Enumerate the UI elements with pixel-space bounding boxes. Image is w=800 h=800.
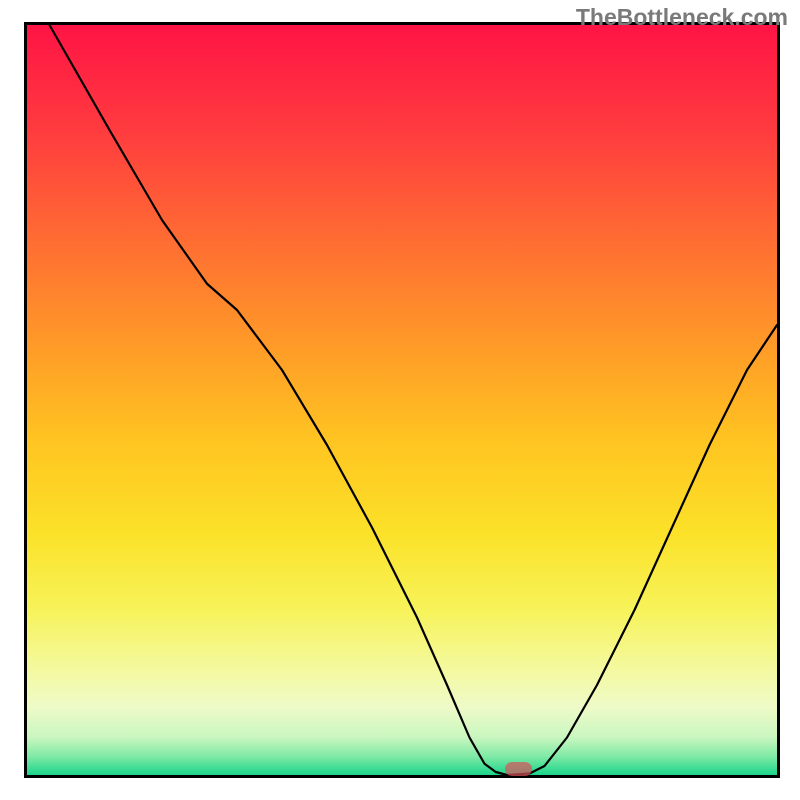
optimum-marker <box>505 762 532 776</box>
gradient-background <box>27 25 777 775</box>
plot-area <box>24 22 780 778</box>
plot-svg <box>24 22 780 778</box>
watermark-text: TheBottleneck.com <box>576 4 788 31</box>
